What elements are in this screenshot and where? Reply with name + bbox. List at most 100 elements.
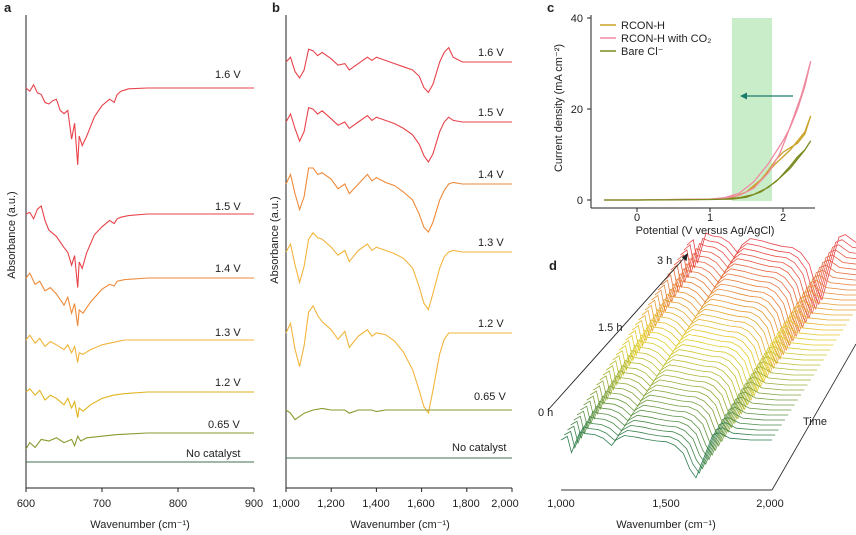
panel-d-trace bbox=[683, 237, 856, 306]
panel-d-time-0h: 0 h bbox=[538, 407, 553, 419]
panel-d-trace bbox=[586, 390, 798, 443]
panel-c-xlabel: Potential (V versus Ag/AgCl) bbox=[636, 225, 775, 237]
panel-c-legend: RCON-H RCON-H with CO₂ Bare Cl⁻ bbox=[600, 20, 711, 58]
panel-b-xtick: 1,400 bbox=[362, 498, 390, 510]
panel-c-xtick: 2 bbox=[780, 212, 786, 224]
panel-d-trace bbox=[667, 263, 856, 329]
panel-c-arrowhead bbox=[740, 92, 747, 100]
panel-b-xtick: 2,000 bbox=[491, 498, 519, 510]
legend-bare-cl: Bare Cl⁻ bbox=[621, 46, 664, 58]
panel-d-xlabel: Wavenumber (cm⁻¹) bbox=[616, 519, 716, 531]
panel-a-label-1-6v: 1.6 V bbox=[215, 69, 241, 81]
panel-d-trace bbox=[583, 395, 795, 447]
legend-rcon-h-co2: RCON-H with CO₂ bbox=[621, 33, 711, 45]
panel-a-series-1-3-v bbox=[25, 334, 254, 363]
panel-d-trace bbox=[570, 416, 782, 465]
panel-b-series-1-2-v bbox=[285, 304, 512, 415]
panel-b-ylabel: Absorbance (a.u.) bbox=[269, 196, 281, 283]
panel-d-trace bbox=[647, 293, 856, 356]
panel-d-trace bbox=[680, 242, 856, 310]
panel-a-label-1-2v: 1.2 V bbox=[215, 377, 241, 389]
panel-d-trace bbox=[670, 258, 856, 324]
panel-d-time-arrow bbox=[547, 256, 686, 411]
panel-a-label-no-catalyst: No catalyst bbox=[186, 448, 240, 460]
panel-d-trace bbox=[618, 339, 831, 397]
panel-d-trace bbox=[622, 334, 834, 392]
panel-b-xtick: 1,200 bbox=[317, 498, 345, 510]
panel-b-xtick: 1,800 bbox=[452, 498, 480, 510]
panel-c-ytick: 40 bbox=[571, 13, 583, 25]
panel-d-xtick: 1,500 bbox=[652, 498, 680, 510]
panel-d-trace bbox=[602, 365, 814, 420]
panel-a-xtick: 900 bbox=[245, 498, 263, 510]
panel-d-trace bbox=[573, 411, 785, 461]
panel-d-trace bbox=[589, 385, 802, 438]
panel-b-label-1-6v: 1.6 V bbox=[478, 47, 504, 59]
panel-d-trace bbox=[567, 421, 779, 470]
panel-d-trace bbox=[628, 324, 840, 383]
panel-d-letter: d bbox=[549, 258, 557, 273]
panel-a-label-1-5v: 1.5 V bbox=[215, 201, 241, 213]
panel-b-curves bbox=[285, 46, 513, 492]
panel-b-xtick: 1,000 bbox=[272, 498, 300, 510]
panel-d-trace bbox=[599, 370, 811, 424]
panel-d-trace bbox=[612, 349, 824, 406]
panel-d-trace bbox=[635, 314, 847, 374]
panel-b-letter: b bbox=[272, 0, 280, 15]
panel-c-series-2 bbox=[604, 140, 812, 201]
panel-c: c Current density (mA cm⁻²) 40 20 0 0 1 … bbox=[547, 0, 815, 237]
panel-a-label-1-3v: 1.3 V bbox=[215, 327, 241, 339]
panel-d-trace bbox=[605, 360, 818, 415]
panel-d-waterfall bbox=[560, 232, 856, 479]
panel-b-series-1-3-v bbox=[285, 231, 512, 311]
panel-d-trace bbox=[580, 400, 792, 452]
panel-b-label-1-2v: 1.2 V bbox=[478, 318, 504, 330]
panel-d-time-3h: 3 h bbox=[657, 255, 672, 267]
panel-b-series-1-4-v bbox=[285, 167, 512, 233]
panel-d-trace bbox=[609, 354, 821, 411]
panel-d-trace bbox=[625, 329, 837, 388]
panel-d-trace bbox=[651, 288, 856, 351]
panel-a-curves bbox=[25, 83, 254, 463]
panel-d-trace bbox=[644, 298, 856, 361]
panel-d-trace bbox=[657, 278, 856, 342]
panel-c-curves bbox=[587, 17, 812, 212]
panel-d-trace bbox=[638, 309, 850, 370]
panel-d-trace bbox=[576, 405, 789, 456]
panel-d-trace bbox=[593, 380, 805, 434]
panel-c-shaded-region bbox=[731, 18, 773, 201]
panel-a-label-1-4v: 1.4 V bbox=[215, 263, 241, 275]
panel-a-letter: a bbox=[4, 0, 12, 15]
panel-b-label-1-3v: 1.3 V bbox=[478, 237, 504, 249]
panel-a-xtick: 700 bbox=[93, 498, 111, 510]
panel-c-letter: c bbox=[547, 0, 554, 15]
panel-a-xtick: 600 bbox=[17, 498, 35, 510]
panel-a-ylabel: Absorbance (a.u.) bbox=[6, 191, 18, 278]
panel-d-trace bbox=[615, 344, 827, 402]
panel-b-series-1-5-v bbox=[285, 106, 512, 164]
panel-d-trace bbox=[596, 375, 808, 429]
panel-d-trace bbox=[673, 253, 856, 320]
panel-b-label-no-catalyst: No catalyst bbox=[452, 442, 506, 454]
panel-c-ylabel: Current density (mA cm⁻²) bbox=[553, 44, 565, 172]
panel-d-trace bbox=[564, 426, 776, 475]
panel-d-trace bbox=[560, 431, 772, 479]
panel-b-label-1-5v: 1.5 V bbox=[478, 107, 504, 119]
panel-c-xtick: 0 bbox=[634, 212, 640, 224]
panel-d-time-1-5h: 1.5 h bbox=[598, 322, 622, 334]
panel-c-series-0 bbox=[604, 115, 812, 201]
panel-a-series-1-2-v bbox=[25, 388, 254, 418]
panel-d-trace bbox=[631, 319, 844, 379]
panel-c-ytick: 20 bbox=[571, 104, 583, 116]
panel-a-label-0-65v: 0.65 V bbox=[208, 419, 240, 431]
panel-a-series-0-65-v bbox=[25, 432, 254, 450]
panel-d-trace bbox=[660, 273, 856, 338]
panel-b-label-0-65v: 0.65 V bbox=[474, 391, 506, 403]
panel-b-label-1-4v: 1.4 V bbox=[478, 169, 504, 181]
panel-c-series-1 bbox=[604, 61, 812, 201]
panel-c-ytick: 0 bbox=[577, 195, 583, 207]
panel-d-time-arrowhead bbox=[681, 253, 688, 262]
panel-c-xtick: 1 bbox=[707, 212, 713, 224]
panel-a-xlabel: Wavenumber (cm⁻¹) bbox=[90, 519, 190, 531]
